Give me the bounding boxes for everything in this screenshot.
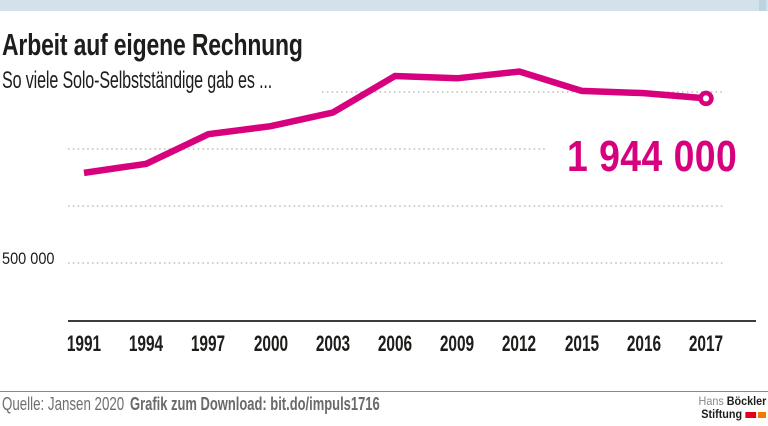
end-point-marker <box>698 90 714 107</box>
value-annotation: 1 944 000 <box>566 132 737 181</box>
y-axis-tick-label: 500 000 <box>2 250 55 268</box>
logo-stiftung-text: Stiftung <box>700 407 742 421</box>
data-line-solo-selbststaendige <box>83 68 707 177</box>
x-tick-label-1994: 1994 <box>129 331 164 356</box>
top-accent-bar-end <box>759 0 766 11</box>
footer-divider <box>0 391 768 392</box>
chart-title: Arbeit auf eigene Rechnung <box>2 27 303 62</box>
hans-boeckler-stiftung-logo: Hans Böckler Stiftung <box>698 395 766 420</box>
logo-boeckler-text: Böckler <box>726 394 766 408</box>
logo-line2: Stiftung <box>698 408 766 420</box>
x-tick-label-2012: 2012 <box>502 331 537 356</box>
x-tick-label-2006: 2006 <box>377 331 413 356</box>
source-text: Quelle: Jansen 2020 <box>2 393 125 414</box>
x-tick-label-2015: 2015 <box>564 331 599 356</box>
x-tick-label-2003: 2003 <box>315 331 350 356</box>
download-link-text: Grafik zum Download: bit.do/impuls1716 <box>130 393 380 414</box>
x-tick-label-2016: 2016 <box>626 331 661 356</box>
logo-orange-block-icon <box>757 411 766 418</box>
x-tick-label-2000: 2000 <box>253 331 288 356</box>
x-tick-label-1997: 1997 <box>191 331 226 356</box>
x-tick-label-2009: 2009 <box>440 331 475 356</box>
x-tick-label-2017: 2017 <box>688 331 724 356</box>
logo-red-block-icon <box>745 411 757 418</box>
x-tick-label-1991: 1991 <box>66 331 102 356</box>
top-accent-bar <box>0 0 768 11</box>
logo-hans-text: Hans <box>698 394 724 408</box>
logo-line1: Hans Böckler <box>698 395 766 407</box>
chart-subtitle: So viele Solo-Selbstständige gab es ... <box>2 67 273 94</box>
